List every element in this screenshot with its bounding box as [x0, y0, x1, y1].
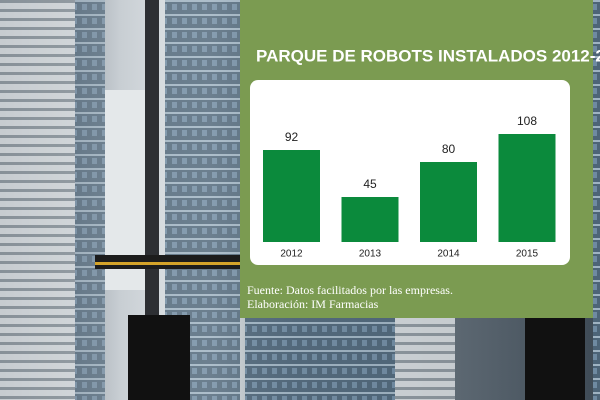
- value-label: 45: [363, 177, 377, 191]
- chart-title: PARQUE DE ROBOTS INSTALADOS 2012-2015: [256, 46, 600, 65]
- credit-note: Elaboración: IM Farmacias: [247, 297, 379, 311]
- x-tick-label: 2015: [516, 249, 539, 260]
- bar: [341, 197, 399, 242]
- value-label: 80: [442, 142, 456, 156]
- x-tick-label: 2014: [437, 249, 460, 260]
- value-label: 92: [285, 130, 299, 144]
- bar: [420, 162, 477, 242]
- x-tick-label: 2012: [280, 249, 303, 260]
- source-note: Fuente: Datos facilitados por las empres…: [247, 283, 453, 297]
- bar: [263, 150, 320, 242]
- value-label: 108: [517, 114, 537, 128]
- bar: [498, 134, 556, 242]
- plot-area: [250, 80, 570, 265]
- x-tick-label: 2013: [359, 249, 382, 260]
